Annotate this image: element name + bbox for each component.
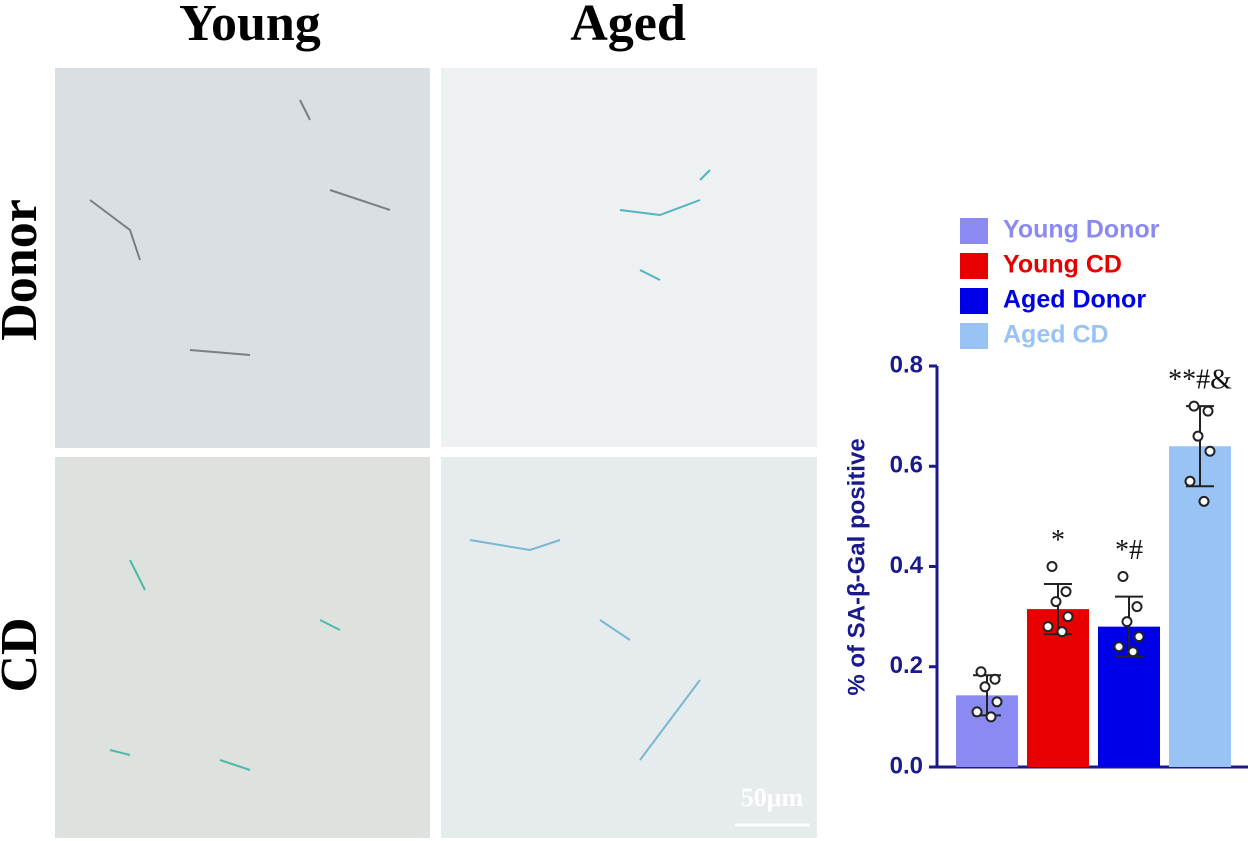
scale-bar-label: 50μm — [741, 783, 804, 812]
micrograph — [441, 457, 817, 838]
legend-label: Young CD — [1003, 251, 1122, 279]
data-point — [1127, 646, 1139, 658]
legend-swatch — [960, 253, 988, 279]
data-point — [1131, 601, 1143, 613]
legend-label: Aged CD — [1003, 321, 1109, 349]
y-axis-label: % of SA-β-Gal positive — [843, 438, 870, 695]
data-point — [1042, 621, 1054, 633]
data-point — [1062, 611, 1074, 623]
data-point — [991, 696, 1003, 708]
column-label: Young — [179, 0, 321, 52]
legend-label: Young Donor — [1003, 216, 1160, 244]
data-point — [979, 681, 991, 693]
data-point — [1060, 586, 1072, 598]
significance: *# — [1115, 535, 1143, 566]
legend-swatch — [960, 323, 988, 349]
data-point — [1188, 400, 1200, 412]
column-label: Aged — [570, 0, 686, 52]
data-point — [975, 666, 987, 678]
row-label: Donor — [0, 199, 48, 341]
micrograph — [55, 68, 430, 448]
legend-swatch — [960, 218, 988, 244]
data-point — [1113, 641, 1125, 653]
significance: * — [1051, 525, 1065, 556]
data-point — [985, 711, 997, 723]
cells — [89, 99, 711, 771]
data-point — [1117, 571, 1129, 583]
data-point — [1202, 405, 1214, 417]
y-tick-label: 0.6 — [890, 452, 923, 479]
data-point — [1204, 445, 1216, 457]
bar — [1169, 446, 1231, 767]
data-point — [1133, 631, 1145, 643]
data-point — [971, 706, 983, 718]
micrograph — [441, 68, 817, 447]
legend-swatch — [960, 288, 988, 314]
data-point — [1121, 616, 1133, 628]
data-point — [989, 673, 1001, 685]
micrograph — [55, 457, 430, 838]
y-tick-label: 0.2 — [890, 652, 923, 679]
data-point — [1046, 561, 1058, 572]
data-point — [1192, 430, 1204, 442]
row-label: CD — [0, 617, 48, 692]
y-tick-label: 0.8 — [890, 351, 923, 378]
y-tick-label: 0.4 — [890, 552, 924, 579]
data-point — [1184, 475, 1196, 487]
data-point — [1050, 596, 1062, 608]
data-point — [1198, 495, 1210, 507]
significance: **#& — [1168, 365, 1232, 396]
y-tick-label: 0.0 — [890, 752, 923, 779]
legend-label: Aged Donor — [1003, 286, 1146, 314]
data-point — [1056, 626, 1068, 638]
